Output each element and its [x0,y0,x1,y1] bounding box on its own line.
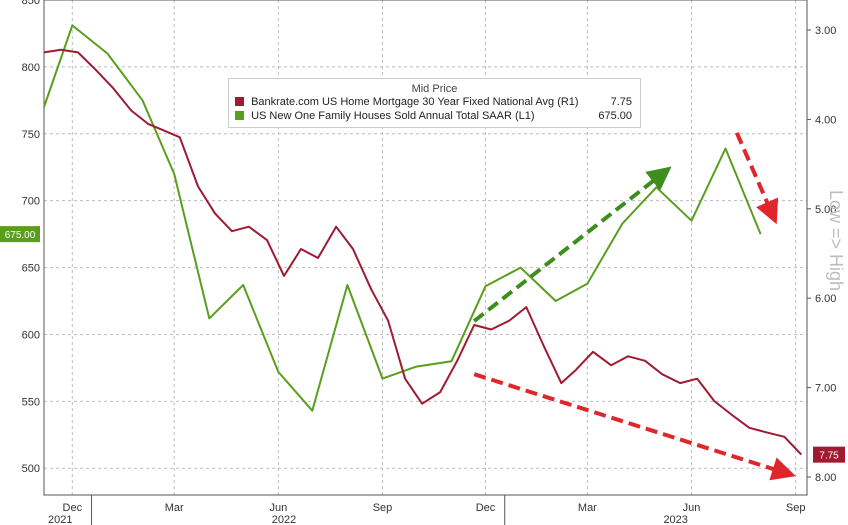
legend-title: Mid Price [411,83,458,95]
right-value-badge [813,446,845,463]
plot-frame [43,0,808,496]
x-tick-label: Mar [165,502,184,514]
x-year-label: 2022 [272,514,296,525]
x-year-label: 2021 [48,514,72,525]
left-tick-label: 850 [22,0,40,7]
left-tick-label: 600 [22,329,40,341]
left-tick-label: 800 [22,62,40,74]
chart-grid [44,0,807,495]
x-tick-label: Dec [476,502,496,514]
x-tick-label: Sep [786,502,806,514]
left-tick-label: 500 [22,463,40,475]
x-tick-label: Sep [373,502,393,514]
legend-item-mortgage: Bankrate.com US Home Mortgage 30 Year Fi… [229,95,640,109]
axis-side-label: Low => High [825,189,846,292]
legend-item-home-sales: US New One Family Houses Sold Annual Tot… [229,109,640,123]
series-line-mortgage [43,48,803,456]
left-value-badge-text: 675.00 [5,230,36,241]
chart-annotations [472,132,796,481]
legend-swatch-mortgage [235,97,244,106]
x-tick-label: Dec [63,502,83,514]
value-badges: 675.00 7.75 [0,226,845,463]
x-axis: Dec Mar Jun Sep Dec Mar Jun Sep 2021 2022 2023 [48,495,805,525]
chart-series [43,24,803,456]
series-line-home-sales [43,24,762,412]
legend-value-mortgage: 7.75 [610,96,632,108]
right-tick-label: 4.00 [815,114,836,126]
x-tick-label: Jun [683,502,701,514]
left-tick-label: 750 [22,129,40,141]
right-tick-label: 7.00 [815,383,836,395]
legend-label-home-sales: US New One Family Houses Sold Annual Tot… [251,110,535,122]
right-value-badge-text: 7.75 [819,451,839,462]
legend-value-home-sales: 675.00 [598,110,632,122]
right-tick-label: 6.00 [815,293,836,305]
right-axis: 3.00 4.00 5.00 6.00 7.00 8.00 [807,25,836,484]
trend-arrow-down [734,132,779,225]
left-tick-label: 650 [22,263,40,275]
x-tick-label: Jun [269,502,287,514]
x-tick-label: Mar [578,502,597,514]
right-tick-label: 8.00 [815,472,836,484]
right-tick-label: 3.00 [815,25,836,37]
legend-swatch-home-sales [235,111,244,120]
trend-arrow-up [472,166,672,323]
legend-label-mortgage: Bankrate.com US Home Mortgage 30 Year Fi… [251,96,579,108]
left-axis: 850 800 750 700 650 600 550 500 [22,0,40,475]
x-year-label: 2023 [663,514,687,525]
trend-arrow-down [473,372,796,481]
left-value-badge [0,226,40,243]
chart-legend: Mid Price Bankrate.com US Home Mortgage … [228,78,641,128]
left-tick-label: 700 [22,196,40,208]
left-tick-label: 550 [22,396,40,408]
right-tick-label: 5.00 [815,204,836,216]
